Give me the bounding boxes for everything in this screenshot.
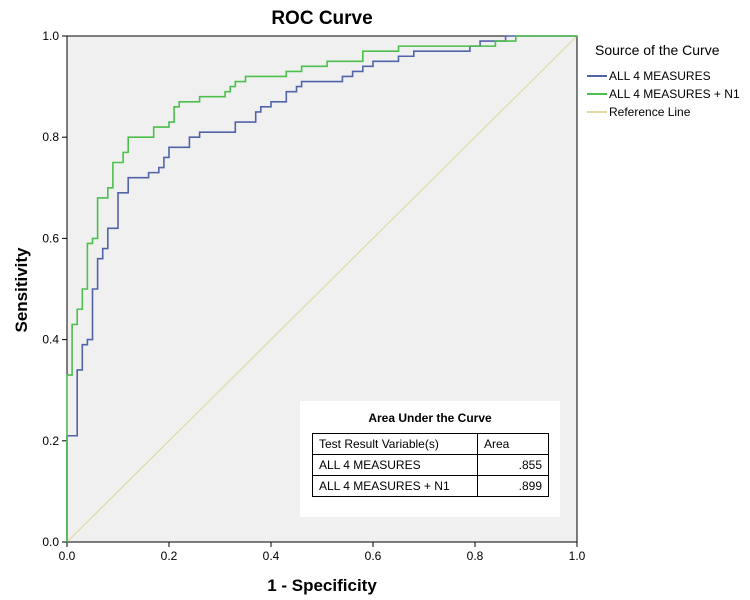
auc-table-title: Area Under the Curve — [368, 411, 492, 425]
x-tick-label: 0.6 — [365, 549, 382, 563]
auc-header-row: Test Result Variable(s) Area — [312, 433, 549, 455]
legend-label-reference: Reference Line — [609, 104, 691, 119]
x-tick-label: 1.0 — [569, 549, 586, 563]
x-tick-label: 0.0 — [59, 549, 76, 563]
auc-row-all4-n1: ALL 4 MEASURES + N1 .899 — [312, 475, 549, 497]
roc-line-all4-n1 — [66, 35, 577, 542]
y-tick-label: 1.0 — [42, 29, 59, 43]
chart-title: ROC Curve — [271, 8, 373, 29]
y-tick-label: 0.4 — [42, 333, 59, 347]
legend-item-all4-n1: ALL 4 MEASURES + N1 — [587, 86, 740, 101]
legend-swatch-all4-n1 — [587, 92, 607, 95]
auc-cell-variable: ALL 4 MEASURES — [312, 454, 478, 476]
legend-label-all4-n1: ALL 4 MEASURES + N1 — [609, 86, 740, 101]
x-tick-label: 0.2 — [161, 549, 178, 563]
x-tick-label: 0.4 — [263, 549, 280, 563]
auc-header-variable: Test Result Variable(s) — [312, 433, 478, 455]
y-tick-label: 0.6 — [42, 231, 59, 245]
auc-table-box: Area Under the Curve Test Result Variabl… — [300, 401, 560, 517]
auc-table: Test Result Variable(s) Area ALL 4 MEASU… — [312, 433, 549, 497]
legend-item-all4: ALL 4 MEASURES — [587, 68, 711, 83]
auc-cell-area: .855 — [477, 454, 549, 476]
legend-item-reference: Reference Line — [587, 104, 690, 119]
legend-label-all4: ALL 4 MEASURES — [609, 68, 711, 83]
x-axis-label: 1 - Specificity — [267, 576, 377, 595]
auc-row-all4: ALL 4 MEASURES .855 — [312, 454, 549, 476]
reference-line — [66, 35, 578, 543]
auc-header-area: Area — [477, 433, 549, 455]
roc-line-all4 — [66, 35, 577, 542]
y-axis-label: Sensitivity — [12, 247, 31, 333]
auc-cell-variable: ALL 4 MEASURES + N1 — [312, 475, 478, 497]
y-tick-label: 0.8 — [42, 130, 59, 144]
legend-swatch-reference — [587, 110, 607, 113]
legend-swatch-all4 — [587, 74, 607, 77]
x-tick-label: 0.8 — [467, 549, 484, 563]
legend-title: Source of the Curve — [595, 42, 720, 58]
curve-lines — [66, 35, 578, 543]
y-tick-label: 0.2 — [42, 434, 59, 448]
y-tick-label: 0.0 — [42, 535, 59, 549]
auc-cell-area: .899 — [477, 475, 549, 497]
axis-ticks: 0.0 0.2 0.4 0.6 0.8 1.0 0.0 0.2 0.4 0.6 0.8 1.0 — [42, 29, 585, 563]
